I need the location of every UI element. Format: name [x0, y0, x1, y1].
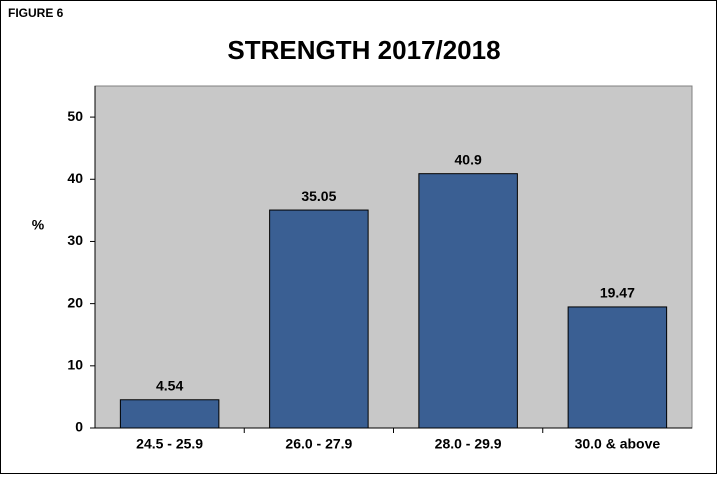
y-tick-label: 10	[67, 357, 83, 373]
y-tick-label: 50	[67, 108, 83, 124]
data-label: 19.47	[600, 285, 635, 301]
y-tick-label: 0	[75, 419, 83, 435]
x-tick-label: 30.0 & above	[575, 436, 661, 452]
data-label: 35.05	[301, 188, 336, 204]
bar	[119, 399, 220, 429]
bar	[269, 209, 369, 429]
y-tick-label: 40	[67, 170, 83, 186]
x-tick-label: 24.5 - 25.9	[136, 436, 203, 452]
bar	[418, 173, 518, 429]
x-tick-label: 28.0 - 29.9	[435, 436, 502, 452]
y-tick-label: 30	[67, 232, 83, 248]
data-label: 40.9	[455, 151, 482, 167]
figure-label: FIGURE 6	[8, 6, 64, 20]
y-tick-label: 20	[67, 294, 83, 310]
y-axis-label: %	[32, 217, 45, 233]
x-tick-label: 26.0 - 27.9	[285, 436, 352, 452]
bar	[567, 306, 668, 429]
data-label: 4.54	[156, 377, 183, 393]
chart-title: STRENGTH 2017/2018	[227, 35, 500, 65]
